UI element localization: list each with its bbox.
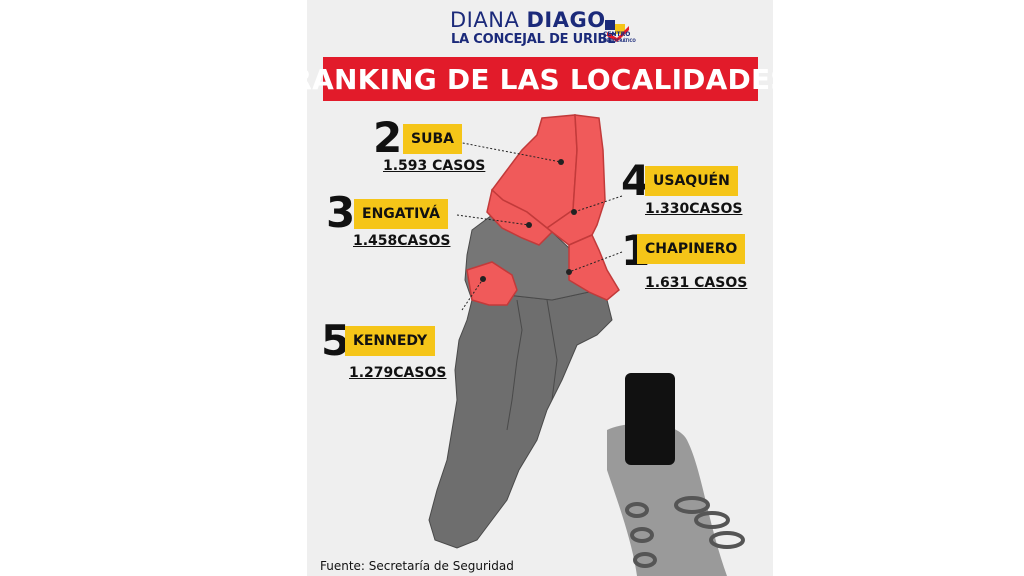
locality-tag-usaquen: USAQUÉN — [645, 166, 738, 196]
locality-tag-suba: SUBA — [403, 124, 462, 154]
map-boundaries — [506, 299, 523, 431]
bogota-map — [428, 114, 745, 576]
rank-number-suba: 2 — [373, 113, 403, 162]
party-name-line2: DEMOCRÁTICO — [603, 38, 636, 43]
label-connectors — [446, 139, 623, 311]
cases-suba: 1.593 CASOS — [383, 158, 486, 174]
brand-first-name: DIANA — [450, 8, 520, 32]
cases-chapinero: 1.631 CASOS — [645, 275, 748, 291]
source-note: Fuente: Secretaría de Seguridad — [320, 559, 514, 573]
rank-number-engativa: 3 — [326, 188, 356, 237]
party-logo-icon — [605, 20, 629, 42]
map-region-chapinero — [568, 234, 620, 301]
map-region-kennedy — [466, 261, 518, 306]
brand-name: DIANA DIAGO — [450, 8, 606, 32]
phone-icon — [625, 373, 675, 465]
brand-last-name: DIAGO — [526, 8, 606, 32]
page-title: RANKING DE LAS LOCALIDADES — [307, 57, 773, 101]
map-pins — [480, 159, 577, 282]
party-name-line1: CENTRO — [603, 31, 631, 38]
cases-usaquen: 1.330CASOS — [645, 201, 743, 217]
infographic-poster: DIANA DIAGO LA CONCEJAL DE URIBE CENTRO … — [307, 0, 773, 576]
locality-tag-kennedy: KENNEDY — [345, 326, 436, 356]
cases-engativa: 1.458CASOS — [353, 233, 451, 249]
map-region-south — [428, 291, 613, 549]
locality-tag-chapinero: CHAPINERO — [637, 234, 746, 264]
brand-tagline: LA CONCEJAL DE URIBE — [451, 32, 616, 47]
chained-phone-illustration — [607, 373, 745, 576]
locality-tag-engativa: ENGATIVÁ — [354, 199, 448, 229]
party-name: CENTRO DEMOCRÁTICO — [603, 32, 636, 44]
cases-kennedy: 1.279CASOS — [349, 365, 447, 381]
map-boundaries-2 — [546, 299, 558, 401]
